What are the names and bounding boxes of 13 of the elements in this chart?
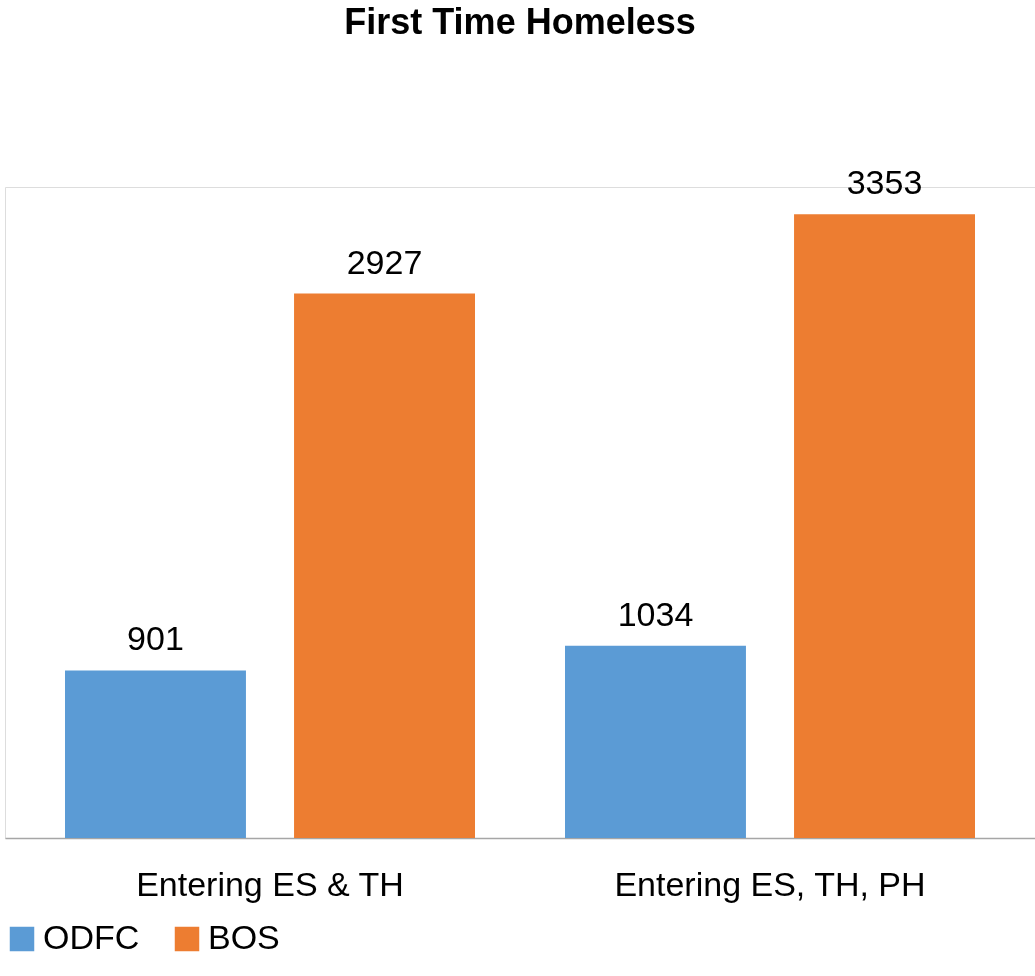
bar	[294, 293, 475, 838]
legend-label: BOS	[208, 918, 280, 956]
bar	[794, 214, 975, 838]
data-label: 2927	[346, 242, 423, 281]
bar	[565, 645, 746, 838]
data-label: 3353	[846, 163, 923, 202]
data-label: 901	[127, 619, 184, 658]
bar	[65, 670, 246, 838]
x-tick-label: Entering ES, TH, PH	[614, 864, 926, 903]
chart-title: First Time Homeless	[344, 1, 696, 43]
x-tick-label: Entering ES & TH	[136, 864, 404, 903]
legend-label: ODFC	[43, 918, 140, 956]
data-label: 1034	[617, 594, 694, 633]
